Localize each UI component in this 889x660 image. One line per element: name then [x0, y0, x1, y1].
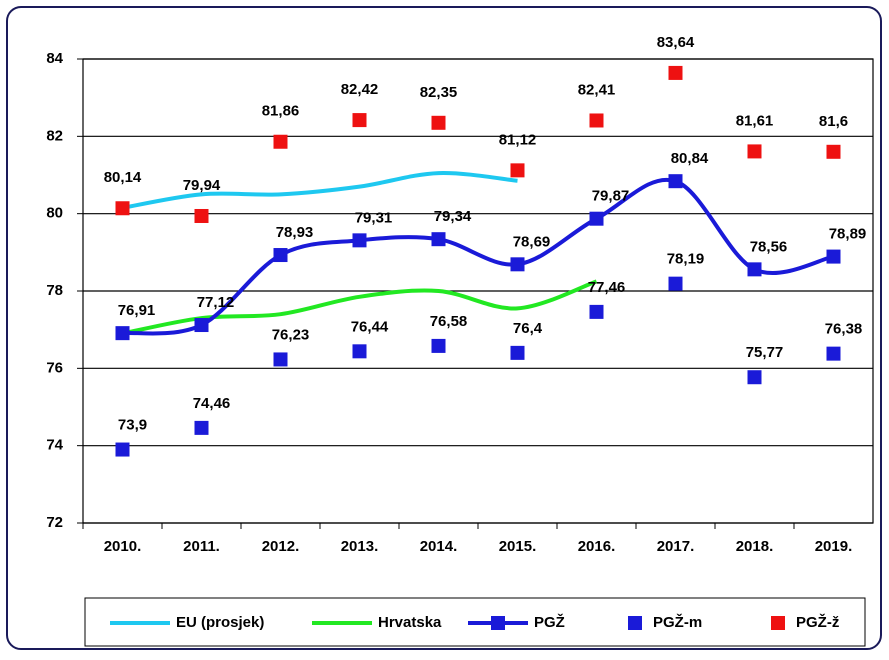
- data-label: 76,4: [513, 320, 543, 337]
- data-label: 79,34: [434, 208, 472, 225]
- marker: [511, 257, 525, 271]
- marker: [827, 347, 841, 361]
- marker: [353, 233, 367, 247]
- page: {"chart_data": {"type": "line", "categor…: [0, 0, 889, 655]
- legend-label: PGŽ-ž: [796, 613, 839, 631]
- legend-marker: [628, 616, 642, 630]
- marker: [116, 326, 130, 340]
- legend-marker: [491, 616, 505, 630]
- marker: [590, 212, 604, 226]
- data-label: 76,44: [351, 318, 389, 335]
- legend-label: PGŽ-m: [653, 613, 702, 631]
- x-tick-label: 2015.: [499, 538, 537, 555]
- data-label: 81,12: [499, 131, 537, 148]
- y-tick-label: 82: [46, 127, 63, 144]
- marker: [669, 277, 683, 291]
- marker: [590, 113, 604, 127]
- x-tick-label: 2016.: [578, 538, 616, 555]
- data-label: 78,19: [667, 251, 705, 268]
- x-tick-label: 2017.: [657, 538, 695, 555]
- marker: [195, 318, 209, 332]
- y-tick-label: 84: [46, 50, 63, 67]
- data-label: 76,23: [272, 326, 310, 343]
- marker: [748, 370, 762, 384]
- x-tick-label: 2019.: [815, 538, 853, 555]
- data-label: 78,93: [276, 224, 314, 241]
- marker: [669, 66, 683, 80]
- marker: [669, 174, 683, 188]
- y-tick-label: 76: [46, 359, 63, 376]
- data-label: 76,58: [430, 313, 468, 330]
- chart: 72 74 76 78 80 82 84 2010. 2011. 2012. 2013. 2014. 2…: [0, 0, 889, 655]
- marker: [511, 163, 525, 177]
- marker: [748, 262, 762, 276]
- data-label: 80,84: [671, 150, 709, 167]
- data-label: 78,69: [513, 233, 551, 250]
- data-label: 82,42: [341, 81, 379, 98]
- marker: [748, 144, 762, 158]
- data-label: 82,41: [578, 81, 616, 98]
- y-tick-label: 74: [46, 437, 63, 454]
- legend-label: EU (prosjek): [176, 614, 264, 631]
- data-label: 76,91: [118, 302, 156, 319]
- marker: [195, 421, 209, 435]
- data-label: 73,9: [118, 417, 147, 434]
- legend-marker: [771, 616, 785, 630]
- marker: [274, 135, 288, 149]
- data-label: 78,56: [750, 238, 788, 255]
- data-label: 78,89: [829, 226, 867, 243]
- data-label: 80,14: [104, 169, 142, 186]
- marker: [590, 305, 604, 319]
- data-label: 79,94: [183, 177, 221, 194]
- x-tick-label: 2018.: [736, 538, 774, 555]
- marker: [195, 209, 209, 223]
- marker: [827, 145, 841, 159]
- marker: [432, 339, 446, 353]
- data-label: 77,12: [197, 294, 235, 311]
- data-label: 82,35: [420, 84, 458, 101]
- legend-label: Hrvatska: [378, 614, 442, 631]
- data-label: 74,46: [193, 395, 231, 412]
- marker: [511, 346, 525, 360]
- marker: [432, 116, 446, 130]
- y-tick-label: 72: [46, 514, 63, 531]
- y-tick-label: 78: [46, 282, 63, 299]
- marker: [116, 201, 130, 215]
- data-label: 83,64: [657, 34, 695, 51]
- data-label: 75,77: [746, 344, 784, 361]
- marker: [432, 232, 446, 246]
- data-label: 79,31: [355, 209, 393, 226]
- legend-label: PGŽ: [534, 613, 565, 631]
- x-tick-label: 2010.: [104, 538, 142, 555]
- marker: [116, 443, 130, 457]
- data-label: 79,87: [592, 188, 630, 205]
- data-label: 76,38: [825, 321, 863, 338]
- x-tick-label: 2014.: [420, 538, 458, 555]
- marker: [827, 250, 841, 264]
- data-label: 77,46: [588, 279, 626, 296]
- marker: [274, 248, 288, 262]
- marker: [353, 113, 367, 127]
- x-tick-label: 2011.: [183, 538, 220, 555]
- data-label: 81,61: [736, 112, 774, 129]
- marker: [274, 352, 288, 366]
- data-label: 81,6: [819, 113, 848, 130]
- data-label: 81,86: [262, 103, 300, 120]
- marker: [353, 344, 367, 358]
- y-tick-label: 80: [46, 205, 63, 222]
- x-tick-label: 2013.: [341, 538, 379, 555]
- x-tick-label: 2012.: [262, 538, 300, 555]
